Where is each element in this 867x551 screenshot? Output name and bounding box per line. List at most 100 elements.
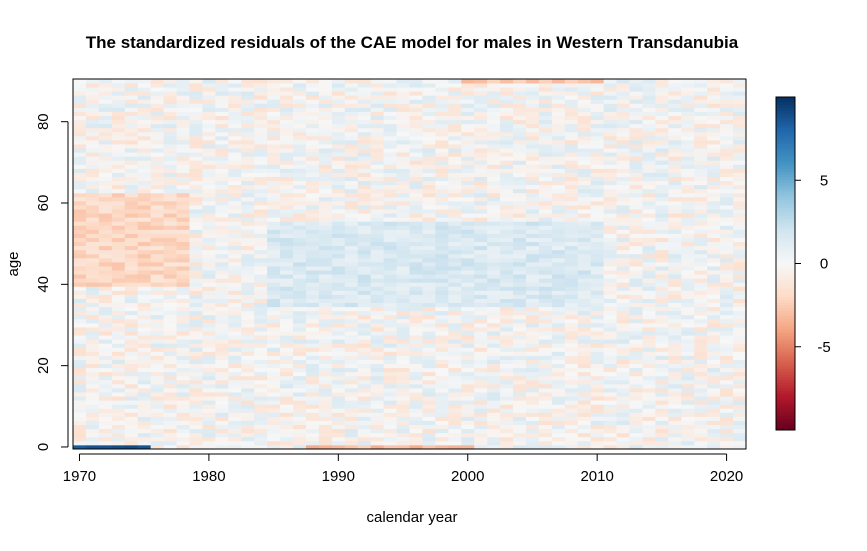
heatmap-cell xyxy=(448,294,462,299)
heatmap-cell xyxy=(111,135,126,141)
heatmap-cell xyxy=(124,152,139,157)
heatmap-cell xyxy=(603,91,617,96)
heatmap-cell xyxy=(461,343,475,348)
heatmap-cell xyxy=(409,327,423,332)
heatmap-cell xyxy=(733,412,747,417)
heatmap-cell xyxy=(616,278,630,283)
heatmap-cell xyxy=(409,257,423,263)
heatmap-cell xyxy=(538,87,553,92)
heatmap-cell xyxy=(551,127,566,133)
heatmap-cell xyxy=(720,176,734,182)
heatmap-cell xyxy=(629,270,643,275)
heatmap-cell xyxy=(267,245,281,251)
heatmap-cell xyxy=(681,392,695,397)
heatmap-cell xyxy=(280,351,294,356)
heatmap-cell xyxy=(668,119,682,125)
heatmap-cell xyxy=(85,436,100,442)
heatmap-cell xyxy=(202,144,216,149)
heatmap-cell xyxy=(694,359,708,365)
heatmap-cell xyxy=(267,87,281,92)
heatmap-cell xyxy=(577,314,592,320)
heatmap-cell xyxy=(551,331,566,336)
heatmap-cell xyxy=(357,180,372,186)
heatmap-cell xyxy=(733,257,747,263)
heatmap-cell xyxy=(215,396,229,401)
heatmap-cell xyxy=(357,424,372,430)
heatmap-cell xyxy=(733,245,747,251)
heatmap-cell xyxy=(720,331,734,336)
heatmap-cell xyxy=(720,156,734,161)
heatmap-cell xyxy=(435,87,449,92)
heatmap-cell xyxy=(202,420,216,426)
heatmap-cell xyxy=(616,436,630,442)
heatmap-cell xyxy=(280,107,294,112)
heatmap-cell xyxy=(280,200,294,206)
heatmap-cell xyxy=(655,440,669,446)
heatmap-cell xyxy=(98,168,113,173)
heatmap-cell xyxy=(629,196,643,202)
heatmap-cell xyxy=(642,298,656,304)
heatmap-cell xyxy=(707,298,721,304)
heatmap-cell xyxy=(435,184,449,190)
heatmap-cell xyxy=(396,123,410,129)
heatmap-cell xyxy=(551,205,566,210)
heatmap-cell xyxy=(241,127,255,133)
heatmap-cell xyxy=(124,371,139,377)
heatmap-cell xyxy=(111,192,126,198)
heatmap-cell xyxy=(513,432,527,438)
heatmap-cell xyxy=(215,359,229,365)
heatmap-cell xyxy=(681,91,695,96)
heatmap-cell xyxy=(228,221,242,226)
heatmap-cell xyxy=(215,355,229,360)
heatmap-cell xyxy=(603,217,617,222)
heatmap-cell xyxy=(150,266,164,271)
heatmap-cell xyxy=(448,184,462,190)
heatmap-cell xyxy=(150,131,164,137)
heatmap-cell xyxy=(357,327,372,332)
heatmap-cell xyxy=(280,229,294,234)
heatmap-cell xyxy=(370,225,385,230)
heatmap-cell xyxy=(124,396,139,401)
heatmap-cell xyxy=(318,294,333,299)
heatmap-cell xyxy=(305,270,320,275)
heatmap-cell xyxy=(474,119,488,125)
heatmap-cell xyxy=(642,188,656,194)
heatmap-cell xyxy=(474,257,488,263)
heatmap-cell xyxy=(396,388,410,393)
heatmap-cell xyxy=(551,225,566,230)
heatmap-cell xyxy=(267,444,281,450)
heatmap-cell xyxy=(137,176,152,182)
heatmap-cell xyxy=(474,286,488,291)
heatmap-cell xyxy=(293,115,307,121)
heatmap-cell xyxy=(616,440,630,446)
heatmap-cell xyxy=(124,160,139,165)
heatmap-cell xyxy=(461,257,475,263)
heatmap-cell xyxy=(137,225,152,230)
heatmap-cell xyxy=(228,225,242,230)
heatmap-cell xyxy=(461,172,475,177)
heatmap-cell xyxy=(642,152,656,157)
heatmap-cell xyxy=(318,192,333,198)
heatmap-cell xyxy=(422,388,436,393)
heatmap-cell xyxy=(487,241,501,247)
heatmap-cell xyxy=(577,164,592,169)
heatmap-cell xyxy=(603,205,617,210)
heatmap-cell xyxy=(318,148,333,153)
heatmap-cell xyxy=(318,111,333,116)
heatmap-cell xyxy=(487,200,501,206)
heatmap-cell xyxy=(137,424,152,430)
heatmap-cell xyxy=(280,99,294,104)
heatmap-cell xyxy=(655,367,669,373)
heatmap-cell xyxy=(176,298,190,304)
heatmap-cell xyxy=(370,371,385,377)
heatmap-cell xyxy=(733,266,747,271)
heatmap-cell xyxy=(280,176,294,182)
heatmap-cell xyxy=(98,367,113,373)
heatmap-cell xyxy=(694,176,708,182)
heatmap-cell xyxy=(525,87,540,92)
heatmap-cell xyxy=(241,123,255,129)
heatmap-cell xyxy=(383,294,397,299)
heatmap-cell xyxy=(241,237,255,243)
heatmap-cell xyxy=(189,355,203,360)
heatmap-cell xyxy=(202,327,216,332)
